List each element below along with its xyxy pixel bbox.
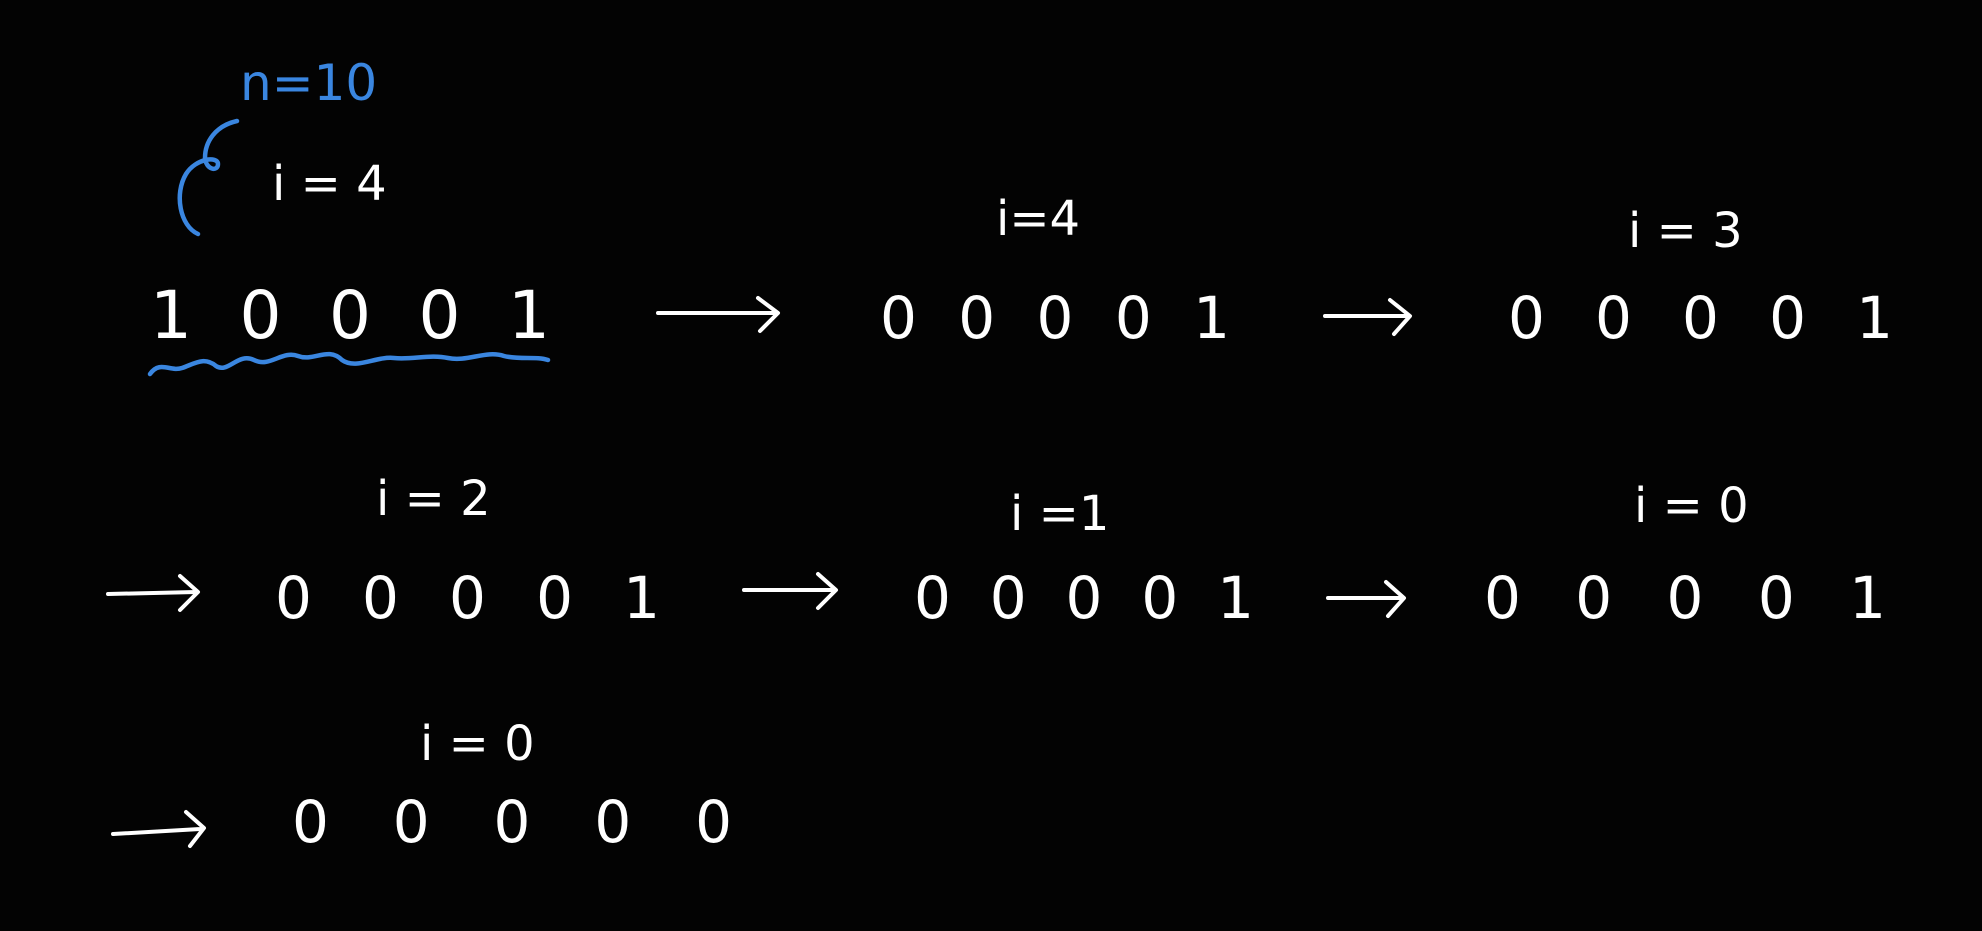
right-arrow-icon xyxy=(111,810,206,848)
step-1-index-label: i = 4 xyxy=(272,156,387,212)
right-arrow-icon xyxy=(106,574,200,612)
step-1-bits: 1 0 0 0 1 xyxy=(150,277,550,354)
annotation-n-label: n=10 xyxy=(240,54,377,112)
step-3-index-label: i = 3 xyxy=(1628,203,1743,259)
wavy-underline-icon xyxy=(147,351,551,377)
step-7-bits: 0 0 0 0 0 xyxy=(292,788,732,856)
step-5-index-label: i =1 xyxy=(1010,486,1109,542)
step-4-bits: 0 0 0 0 1 xyxy=(275,564,660,632)
step-2-bits: 0 0 0 0 1 xyxy=(880,284,1230,352)
right-arrow-icon xyxy=(1323,298,1412,336)
step-6-index-label: i = 0 xyxy=(1634,478,1749,534)
step-7-index-label: i = 0 xyxy=(420,716,535,772)
step-3-bits: 0 0 0 0 1 xyxy=(1508,284,1893,352)
right-arrow-icon xyxy=(1326,580,1406,618)
step-6-bits: 0 0 0 0 1 xyxy=(1484,564,1886,632)
step-5-bits: 0 0 0 0 1 xyxy=(914,564,1254,632)
step-4-index-label: i = 2 xyxy=(376,471,491,527)
curved-pointer-icon xyxy=(177,118,240,237)
step-2-index-label: i=4 xyxy=(996,191,1080,247)
right-arrow-icon xyxy=(656,296,780,333)
right-arrow-icon xyxy=(742,572,838,610)
